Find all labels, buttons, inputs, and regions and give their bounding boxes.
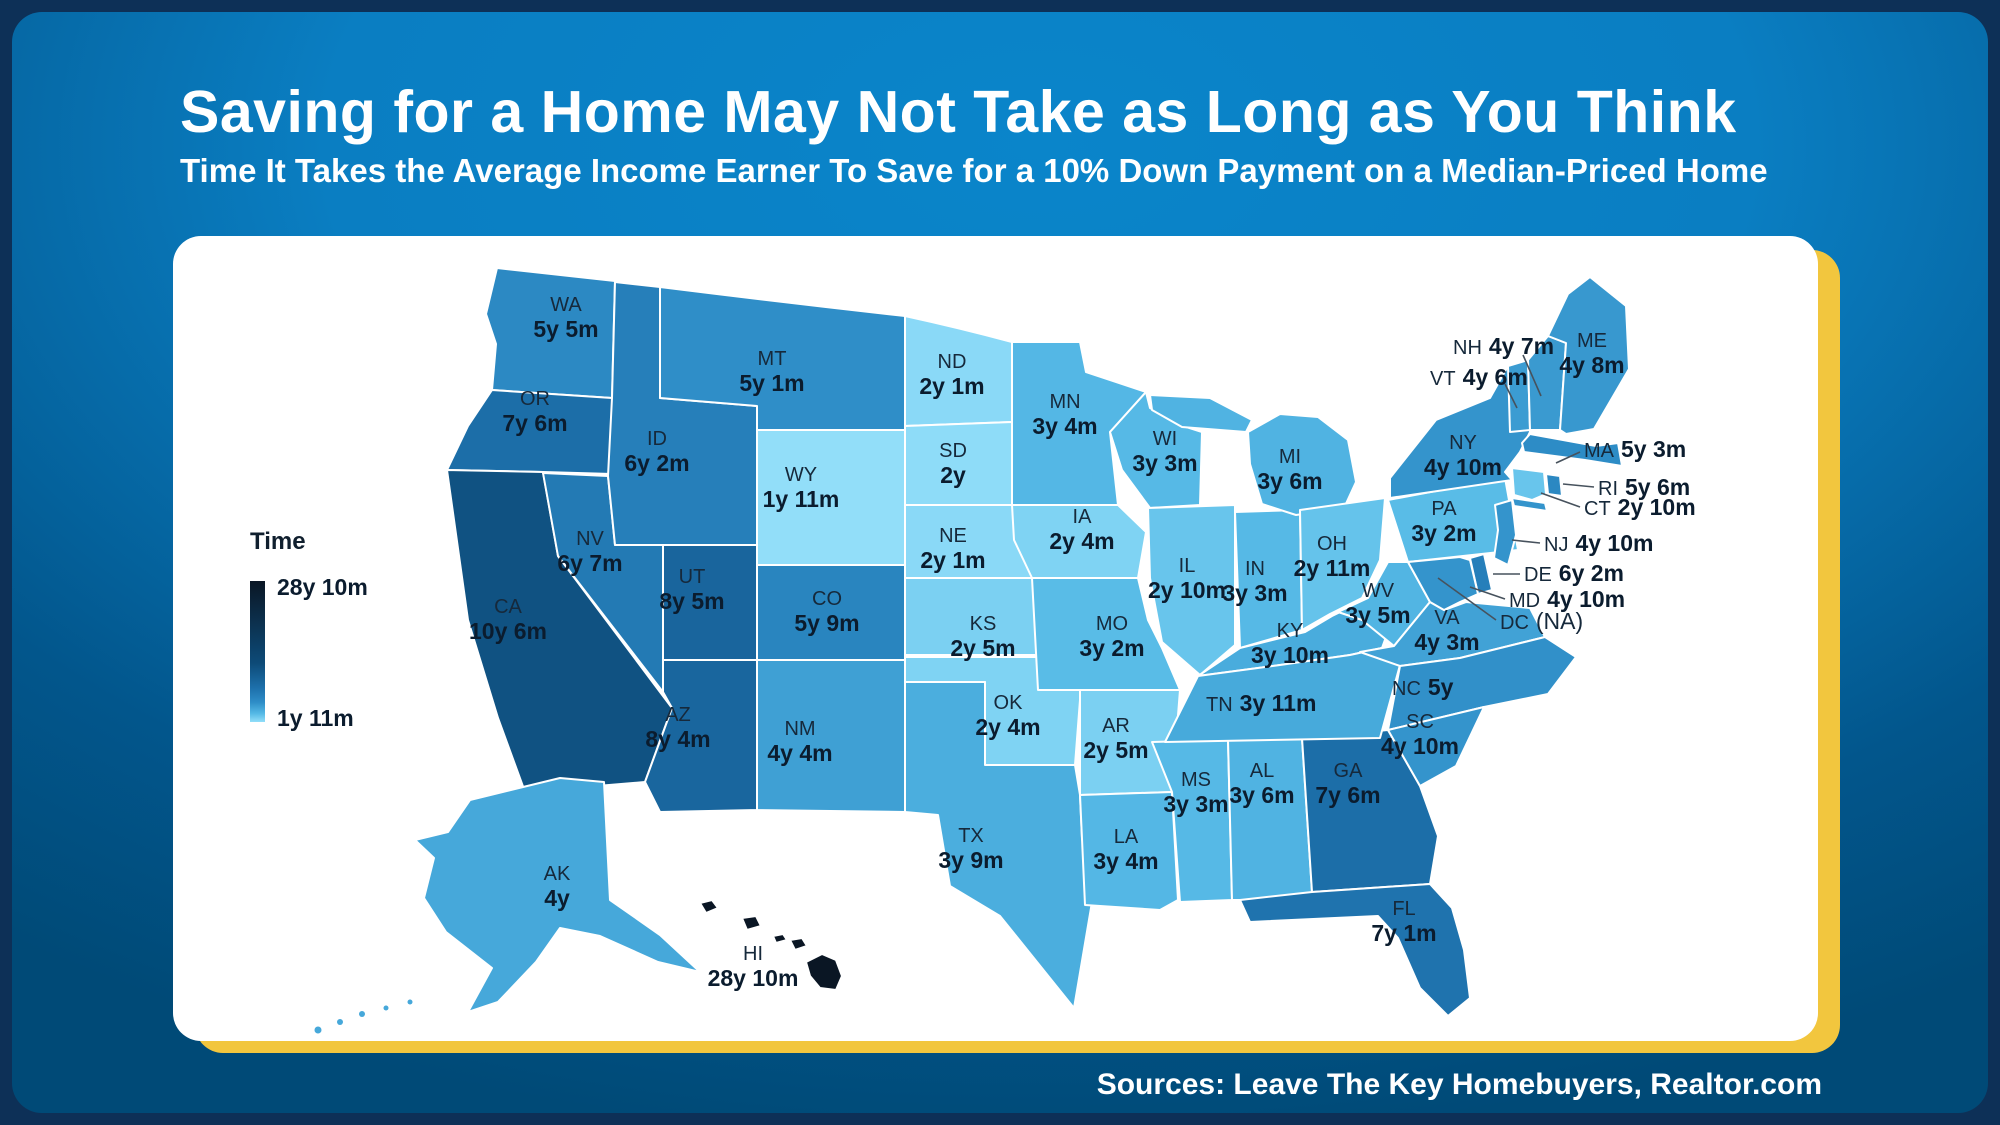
state-shape-IA (1011, 504, 1147, 579)
state-shape-NJ (1493, 499, 1517, 566)
state-shape-AL (1227, 737, 1313, 901)
aleutian-island-dot (337, 1019, 343, 1025)
legend-min-label: 1y 11m (277, 705, 354, 731)
label-connector-MA (1555, 451, 1581, 464)
label-connector-MD (1469, 586, 1506, 600)
state-shape-WA (485, 267, 616, 399)
label-connector-RI (1562, 483, 1595, 488)
state-shape-RI (1545, 473, 1563, 497)
state-shape-MD (1407, 556, 1479, 611)
aleutian-island-dot (407, 999, 413, 1005)
page-title: Saving for a Home May Not Take as Long a… (180, 79, 1737, 145)
state-shape-OH (1299, 497, 1386, 631)
state-shape-HI (699, 899, 843, 991)
label-connector-NH (1522, 354, 1542, 397)
page-subtitle: Time It Takes the Average Income Earner … (180, 152, 1768, 189)
state-shape-CO (756, 564, 906, 661)
state-shape-KS (904, 577, 1041, 656)
state-shape-NM (756, 659, 906, 813)
state-shape-SC (1387, 706, 1485, 787)
aleutian-island-dot (314, 1026, 322, 1034)
state-shape-IN (1234, 509, 1303, 649)
aleutian-island-dot (359, 1011, 365, 1017)
state-shape-WY (756, 429, 906, 566)
label-connector-VT (1504, 383, 1518, 409)
state-shape-ND (904, 315, 1013, 427)
aleutian-island-dot (383, 1005, 389, 1011)
state-shape-MI (1149, 394, 1357, 516)
state-shape-SD (904, 421, 1013, 506)
state-shape-UT (662, 544, 758, 661)
label-connector-NJ (1511, 539, 1541, 544)
legend-gradient-bar (250, 581, 265, 722)
state-shape-ME (1547, 276, 1630, 435)
label-connector-DC (1437, 577, 1497, 621)
state-shape-FL (1239, 883, 1471, 1017)
state-shape-MA (1521, 433, 1623, 467)
state-shape-OR (446, 389, 613, 475)
legend-title: Time (250, 528, 306, 555)
label-connector-CT (1540, 492, 1581, 508)
state-shape-LA (1079, 791, 1179, 911)
sources-attribution: Sources: Leave The Key Homebuyers, Realt… (1096, 1068, 1822, 1101)
legend-max-label: 28y 10m (277, 574, 368, 600)
state-shape-CT (1511, 467, 1547, 501)
state-shape-MO (1031, 577, 1181, 691)
state-shape-AK (414, 777, 701, 1013)
